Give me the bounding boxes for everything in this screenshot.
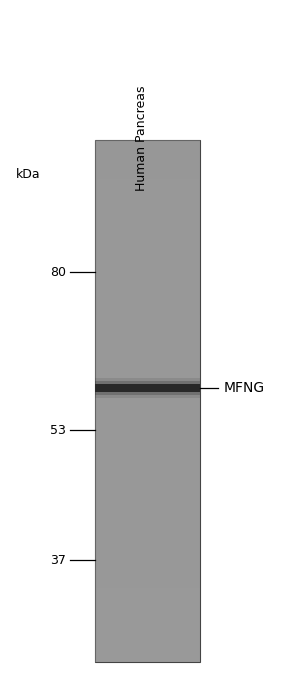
Text: Human Pancreas: Human Pancreas: [135, 85, 148, 190]
Text: 80: 80: [50, 266, 66, 279]
Text: kDa: kDa: [16, 168, 40, 181]
Bar: [95, 378, 200, 398]
Text: 37: 37: [50, 553, 66, 566]
Text: 53: 53: [50, 423, 66, 436]
Bar: [95, 384, 200, 392]
Text: MFNG: MFNG: [224, 381, 265, 395]
Bar: [95, 140, 200, 662]
Bar: [95, 381, 200, 395]
